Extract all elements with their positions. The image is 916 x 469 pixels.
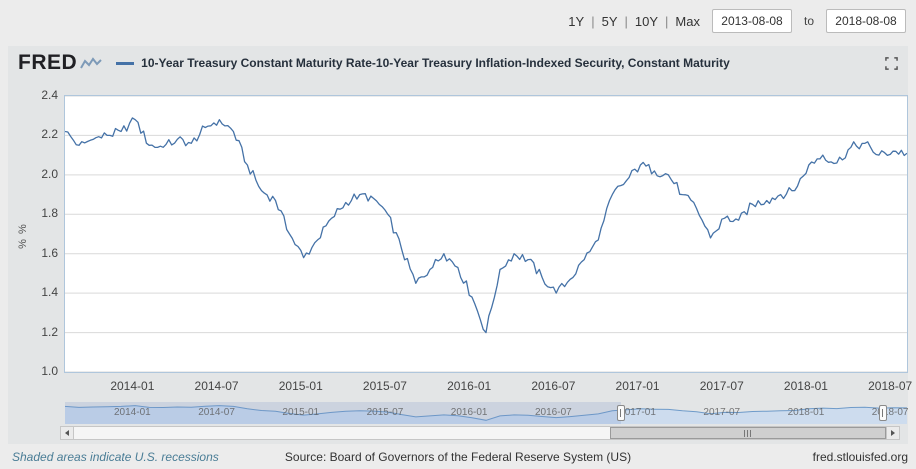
date-to-input[interactable] bbox=[826, 9, 906, 33]
main-chart-canvas[interactable] bbox=[64, 95, 908, 373]
y-tick-label: 1.6 bbox=[41, 245, 58, 260]
chart-footer: Shaded areas indicate U.S. recessions So… bbox=[8, 450, 908, 466]
range-separator: | bbox=[665, 13, 669, 29]
navigator-right-handle[interactable] bbox=[878, 405, 887, 421]
y-tick-label: 1.0 bbox=[41, 364, 58, 378]
scrollbar-right-arrow-button[interactable] bbox=[886, 426, 900, 440]
source-text: Source: Board of Governors of the Federa… bbox=[284, 450, 632, 464]
x-tick-label: 2014-07 bbox=[194, 379, 239, 393]
recession-note: Shaded areas indicate U.S. recessions bbox=[12, 450, 219, 464]
x-tick-label: 2016-07 bbox=[531, 379, 576, 393]
x-tick-label: 2015-07 bbox=[362, 379, 407, 393]
fred-logo[interactable]: FRED bbox=[18, 51, 102, 75]
chart-title: 10-Year Treasury Constant Maturity Rate-… bbox=[141, 56, 730, 70]
legend-marker bbox=[116, 61, 135, 65]
fred-sparkline-icon bbox=[80, 57, 102, 69]
chart-panel: FRED 10-Year Treasury Constant Maturity … bbox=[8, 46, 912, 444]
y-tick-label: 1.2 bbox=[41, 324, 58, 339]
y-tick-label: 2.0 bbox=[41, 166, 58, 181]
fred-logo-text: FRED bbox=[18, 51, 78, 74]
navigator-left-handle[interactable] bbox=[616, 405, 625, 421]
range-link-10y[interactable]: 10Y bbox=[634, 13, 659, 29]
y-tick-label: 2.4 bbox=[41, 88, 58, 102]
scrollbar-track[interactable] bbox=[74, 426, 886, 440]
range-link-max[interactable]: Max bbox=[675, 13, 700, 29]
fullscreen-icon[interactable] bbox=[885, 56, 898, 70]
navigator-mini-chart bbox=[65, 402, 907, 424]
x-tick-label: 2017-07 bbox=[699, 379, 744, 393]
x-tick-label: 2018-01 bbox=[783, 379, 828, 393]
range-link-5y[interactable]: 5Y bbox=[601, 13, 618, 29]
scrollbar-thumb[interactable] bbox=[609, 427, 886, 439]
chart-header: FRED 10-Year Treasury Constant Maturity … bbox=[8, 46, 908, 80]
x-tick-label: 2017-01 bbox=[615, 379, 660, 393]
site-link[interactable]: fred.stlouisfed.org bbox=[812, 450, 908, 464]
scrollbar-grip-icon bbox=[747, 429, 749, 437]
range-toolbar: 1Y | 5Y | 10Y | Max to bbox=[568, 8, 906, 34]
x-tick-label: 2014-01 bbox=[110, 379, 155, 393]
date-from-input[interactable] bbox=[711, 9, 792, 33]
range-selector: 1Y | 5Y | 10Y | Max bbox=[568, 14, 700, 29]
right-arrow-icon bbox=[891, 430, 895, 436]
range-separator: | bbox=[624, 13, 628, 29]
left-arrow-icon bbox=[65, 430, 69, 436]
range-separator: | bbox=[591, 13, 595, 29]
y-tick-label: 1.4 bbox=[41, 285, 58, 300]
x-tick-label: 2016-01 bbox=[447, 379, 492, 393]
range-link-1y[interactable]: 1Y bbox=[568, 13, 585, 29]
scrollbar bbox=[60, 426, 900, 440]
x-tick-label: 2018-07 bbox=[868, 379, 913, 393]
x-tick-label: 2015-01 bbox=[278, 379, 323, 393]
date-range-to-label: to bbox=[803, 14, 814, 28]
y-tick-label: 2.2 bbox=[41, 127, 58, 142]
navigator[interactable]: 2014-01 2014-07 2015-01 2015-07 2016-01 2016-… bbox=[65, 402, 909, 424]
y-tick-label: 1.8 bbox=[41, 206, 58, 221]
scrollbar-left-arrow-button[interactable] bbox=[60, 426, 74, 440]
navigator-selected-mask bbox=[65, 402, 621, 424]
plot-region: % % 2.4 2.2 2.0 1.8 1.6 1.4 1.2 1.0 2014-01 2014-… bbox=[8, 80, 912, 402]
